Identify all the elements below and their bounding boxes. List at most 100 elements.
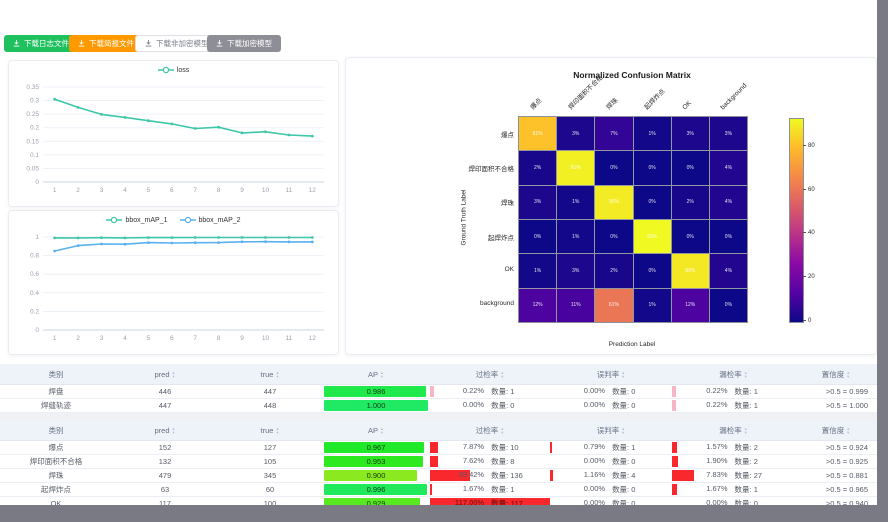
- matrix-cell: 1%: [557, 219, 595, 254]
- legend-line-icon: [179, 216, 196, 224]
- rate-bar: [430, 498, 550, 505]
- button-label: 下载日志文件: [24, 39, 69, 48]
- sort-caret[interactable]: ▲ ▼: [743, 370, 748, 379]
- matrix-cell: 3%: [557, 117, 595, 151]
- sort-caret[interactable]: ▲ ▼: [500, 426, 505, 435]
- sort-caret[interactable]: ▲ ▼: [846, 370, 851, 379]
- sort-caret[interactable]: ▲ ▼: [743, 426, 748, 435]
- column-header[interactable]: 漏检率 ▲ ▼: [672, 420, 795, 441]
- overdetect-rate-cell: 0.22% 数量: 1: [430, 384, 550, 399]
- sort-caret[interactable]: ▲ ▼: [621, 370, 626, 379]
- true-cell: 60: [218, 482, 322, 497]
- svg-text:0.35: 0.35: [26, 84, 39, 91]
- legend-item[interactable]: bbox_mAP_2: [179, 216, 241, 224]
- matrix-cell: 3%: [671, 117, 709, 151]
- svg-text:8: 8: [217, 187, 221, 194]
- sort-caret[interactable]: ▲ ▼: [621, 426, 626, 435]
- column-header[interactable]: AP ▲ ▼: [322, 420, 430, 441]
- confidence-cell: >0.5 = 1.000: [795, 398, 877, 413]
- matrix-row-label: background: [480, 300, 514, 307]
- ap-cell: 0.900: [322, 468, 430, 483]
- matrix-row-label: 起焊炸点: [488, 234, 514, 242]
- pred-cell: 479: [112, 468, 218, 483]
- svg-text:5: 5: [147, 335, 151, 342]
- sort-caret[interactable]: ▲ ▼: [171, 370, 176, 379]
- svg-text:8: 8: [217, 335, 221, 342]
- download-plain-model-button[interactable]: 下载非加密模型: [135, 35, 219, 52]
- matrix-cell: 90%: [595, 185, 633, 219]
- true-cell: 127: [218, 440, 322, 455]
- legend-item[interactable]: loss: [157, 66, 189, 74]
- sort-caret[interactable]: ▲ ▼: [380, 370, 384, 379]
- matrix-cell: 2%: [671, 185, 709, 219]
- overdetect-rate-cell: 39.42% 数量: 136: [430, 468, 550, 483]
- rate-bar: [430, 484, 432, 495]
- download-icon: [145, 40, 152, 47]
- overdetect-rate-cell: 7.87% 数量: 10: [430, 440, 550, 455]
- column-header[interactable]: pred ▲ ▼: [112, 420, 218, 441]
- column-header: 类别: [0, 364, 112, 385]
- matrix-column-label: 起焊炸点: [643, 87, 667, 112]
- rate-bar: [672, 456, 679, 467]
- confidence-cell: >0.5 = 0.881: [795, 468, 877, 483]
- sort-caret[interactable]: ▲ ▼: [846, 426, 851, 435]
- table-row: 焊盘 446 447 0.986 0.22% 数量: 1 0.00% 数量: 0 0…: [0, 384, 877, 399]
- matrix-cell: 3%: [557, 254, 595, 288]
- matrix-cell: 0%: [595, 219, 633, 254]
- legend-item[interactable]: bbox_mAP_1: [106, 216, 168, 224]
- column-header[interactable]: 误判率 ▲ ▼: [550, 420, 672, 441]
- svg-text:9: 9: [240, 335, 244, 342]
- download-encrypted-model-button[interactable]: 下载加密模型: [207, 35, 281, 52]
- svg-text:2: 2: [76, 335, 80, 342]
- miss-rate-cell: 7.83% 数量: 27: [672, 468, 795, 483]
- column-header[interactable]: true ▲ ▼: [218, 420, 322, 441]
- sort-caret[interactable]: ▲ ▼: [500, 370, 505, 379]
- svg-text:0.25: 0.25: [26, 111, 39, 118]
- column-header[interactable]: 误判率 ▲ ▼: [550, 364, 672, 385]
- matrix-cell: 93%: [633, 219, 671, 254]
- misjudge-rate-cell: 0.00% 数量: 0: [550, 398, 672, 413]
- category-cell: 焊盘: [0, 384, 112, 399]
- matrix-column-label: 爆点: [529, 97, 544, 112]
- sort-caret[interactable]: ▲ ▼: [380, 426, 384, 435]
- overdetect-rate-cell: 1.67% 数量: 1: [430, 482, 550, 497]
- matrix-cell: 1%: [633, 117, 671, 151]
- confidence-cell: >0.5 = 0.999: [795, 384, 877, 399]
- pred-cell: 117: [112, 496, 218, 505]
- svg-text:0: 0: [35, 327, 39, 334]
- matrix-cell: 3%: [709, 117, 747, 151]
- button-label: 下载非加密模型: [156, 39, 209, 48]
- column-header[interactable]: 置信度 ▲ ▼: [795, 420, 877, 441]
- sort-caret[interactable]: ▲ ▼: [275, 370, 280, 379]
- line-chart: 00.050.10.150.20.250.30.351 2 3 4 5 6 7 8 9 10 11 1…: [26, 84, 324, 194]
- confidence-cell: >0.5 = 0.965: [795, 482, 877, 497]
- colorbar-tick: 0: [803, 318, 811, 324]
- column-header[interactable]: true ▲ ▼: [218, 364, 322, 385]
- column-header[interactable]: 过检率 ▲ ▼: [430, 420, 550, 441]
- svg-text:0.15: 0.15: [26, 138, 39, 145]
- column-header[interactable]: 置信度 ▲ ▼: [795, 364, 877, 385]
- matrix-column-label: background: [719, 82, 749, 112]
- column-header[interactable]: pred ▲ ▼: [112, 364, 218, 385]
- svg-text:7: 7: [193, 187, 197, 194]
- table-spacer: [0, 413, 877, 420]
- sort-caret[interactable]: ▲ ▼: [275, 426, 280, 435]
- sort-caret[interactable]: ▲ ▼: [171, 426, 176, 435]
- category-cell: 焊缝轨迹: [0, 398, 112, 413]
- svg-text:7: 7: [193, 335, 197, 342]
- matrix-row-label: 爆点: [501, 132, 514, 139]
- column-header[interactable]: 漏检率 ▲ ▼: [672, 364, 795, 385]
- download-report-button[interactable]: 下载简报文件: [69, 35, 143, 52]
- column-header[interactable]: 过检率 ▲ ▼: [430, 364, 550, 385]
- svg-text:0.1: 0.1: [30, 152, 39, 159]
- category-cell: 焊珠: [0, 468, 112, 483]
- window-frame-right: [877, 0, 888, 522]
- chart-legend: bbox_mAP_1 bbox_mAP_2: [9, 216, 338, 224]
- svg-text:9: 9: [240, 187, 244, 194]
- matrix-row-label: 焊印面积不合格: [468, 166, 515, 174]
- download-log-button[interactable]: 下载日志文件: [4, 35, 78, 52]
- line-chart: 00.20.40.60.811 2 3 4 5 6 7 8 9 10 11 12: [30, 234, 324, 342]
- column-header[interactable]: AP ▲ ▼: [322, 364, 430, 385]
- svg-text:6: 6: [170, 335, 174, 342]
- matrix-x-axis-label: Prediction Label: [608, 341, 656, 348]
